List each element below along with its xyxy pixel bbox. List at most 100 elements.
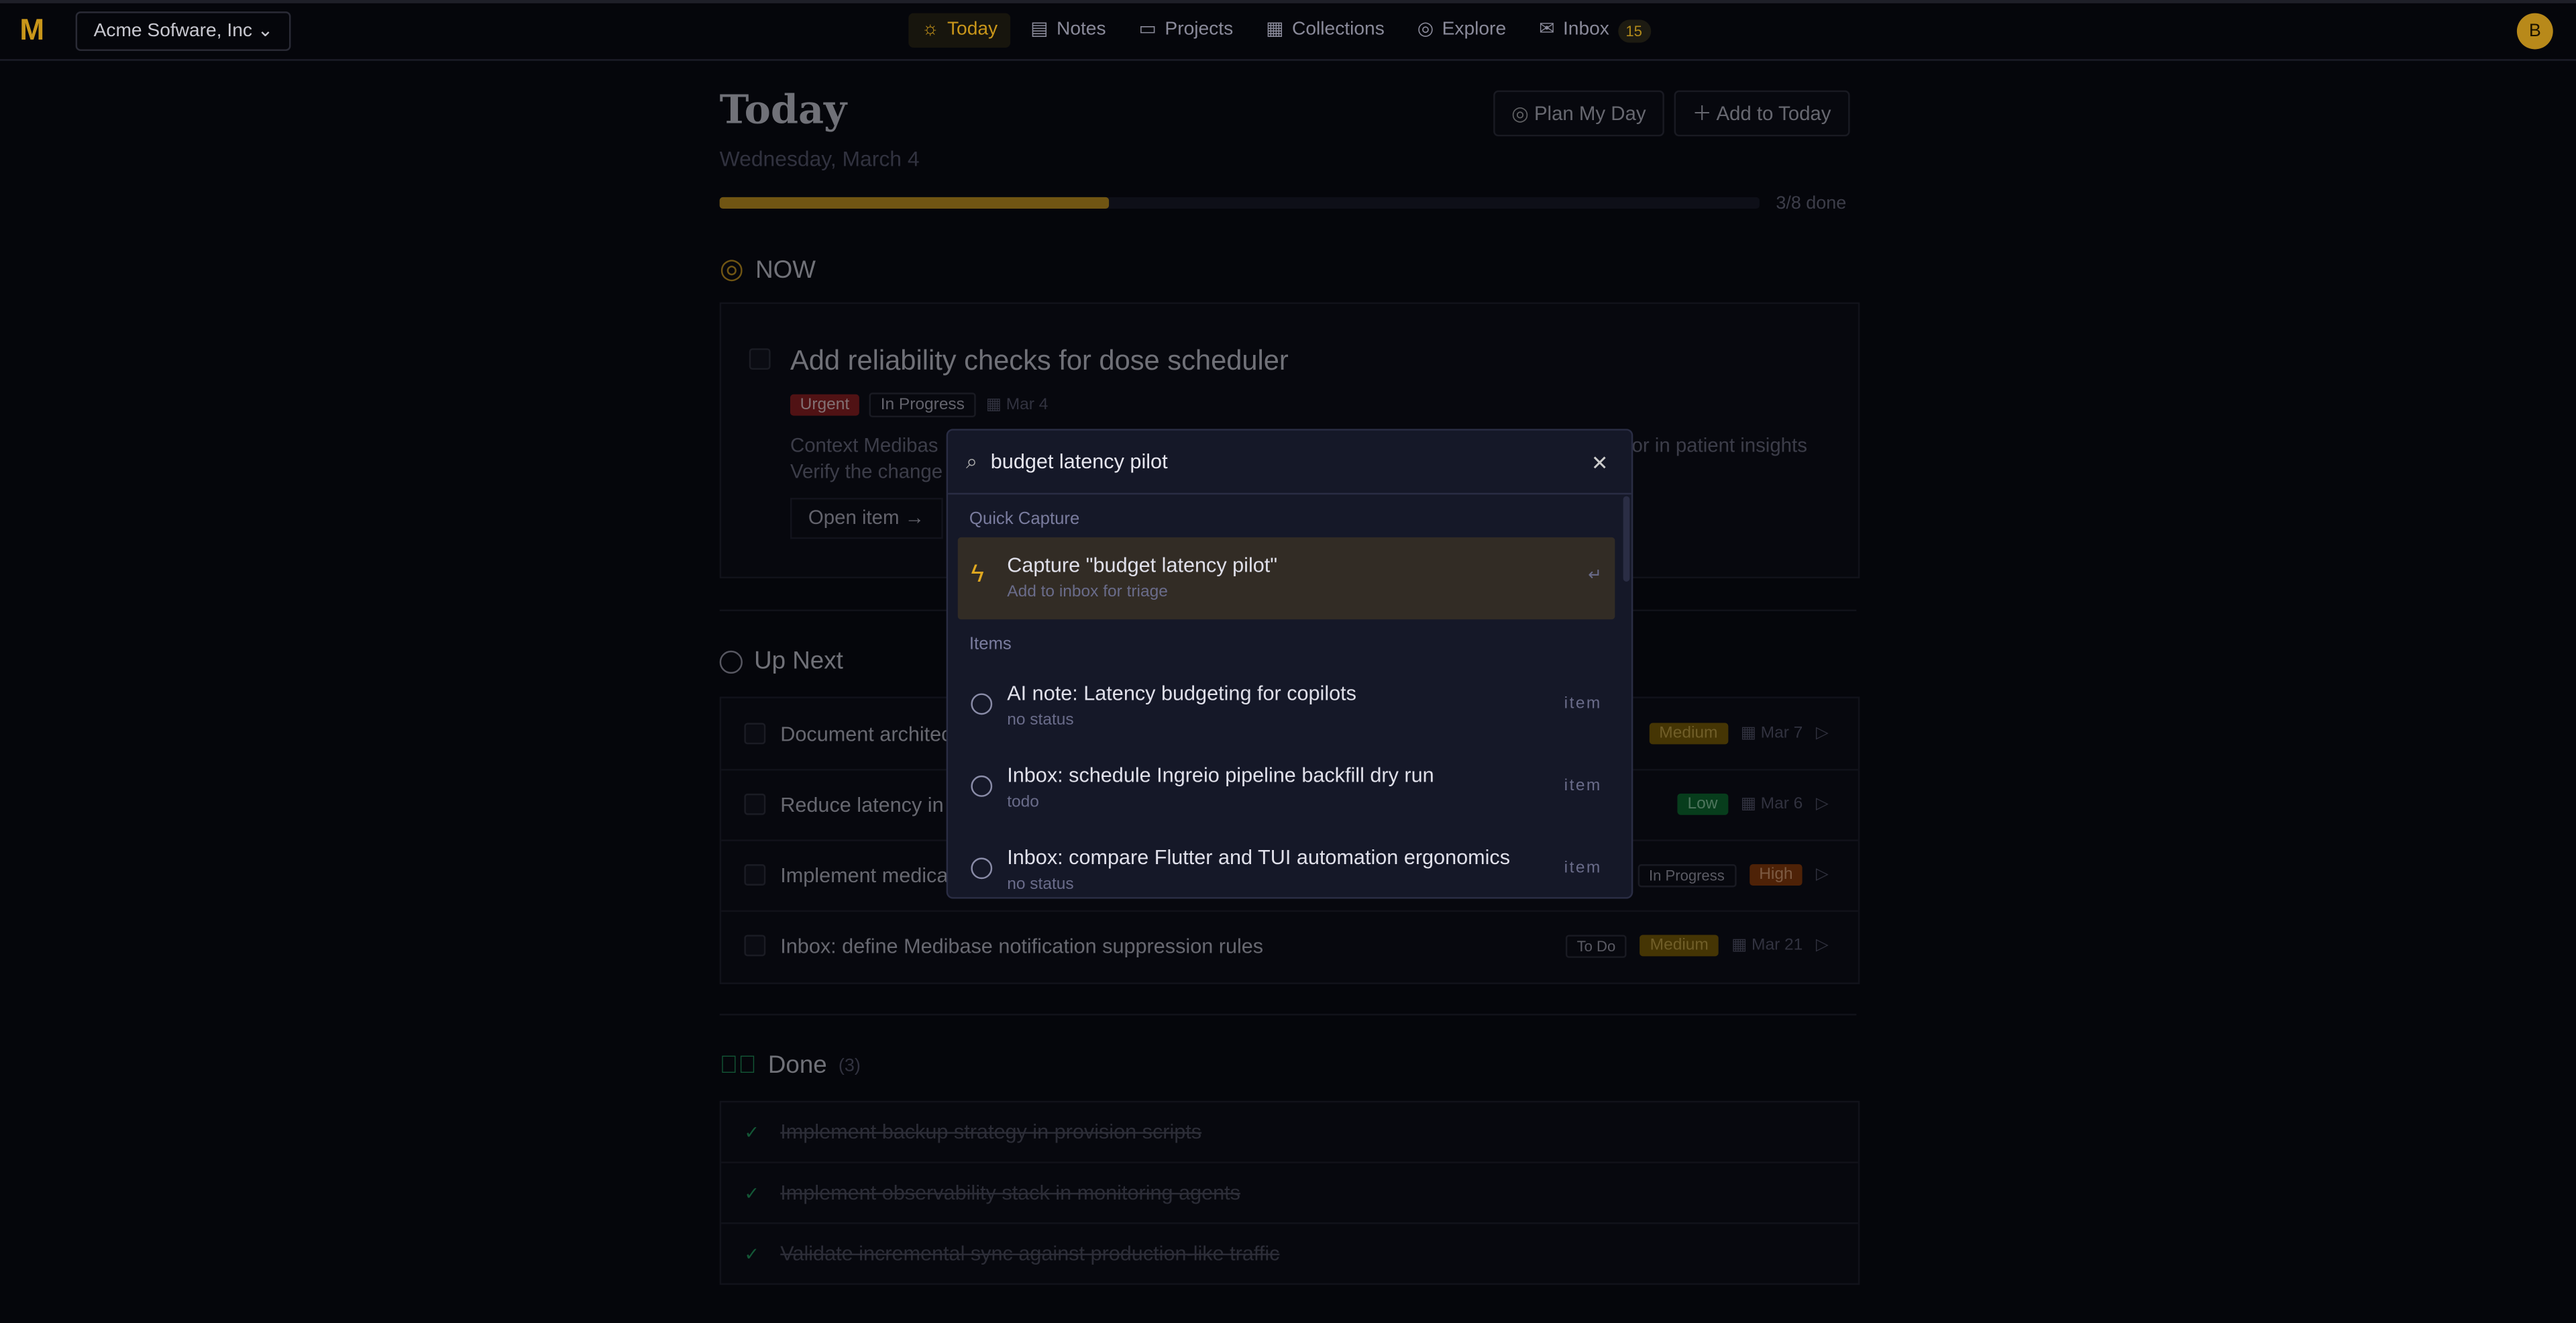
nav-notes[interactable]: ▤ Notes: [1018, 13, 1120, 48]
button-label: Plan My Day: [1534, 101, 1646, 125]
now-section-header: ◎ NOW: [720, 253, 816, 286]
due-text: Mar 7: [1760, 725, 1803, 743]
status-badge: In Progress: [1637, 863, 1736, 887]
nav-collections[interactable]: ▦ Collections: [1253, 13, 1398, 48]
nav-label: Projects: [1165, 19, 1234, 40]
due-text: Mar 4: [1006, 396, 1049, 415]
nav-today[interactable]: ☼ Today: [908, 13, 1011, 48]
lightning-icon: ϟ: [971, 560, 984, 588]
calendar-icon: ▦ Mar 21: [1731, 936, 1803, 955]
progress-bar: [719, 197, 1760, 209]
done-row[interactable]: ✓ Implement backup strategy in provision …: [721, 1102, 1858, 1163]
play-icon[interactable]: ▷: [1815, 865, 1829, 884]
nav-label: Today: [947, 19, 998, 40]
task-checkbox[interactable]: [744, 723, 766, 745]
task-title: Implement observability stack in monitor…: [780, 1181, 1240, 1205]
top-bar: M Acme Sofware, Inc ⌄ ☼ Today ▤ Notes ▭ Pro…: [0, 0, 2576, 61]
due-text: Mar 6: [1760, 795, 1803, 814]
result-item[interactable]: AI note: Latency budgeting for copilots n…: [958, 666, 1615, 747]
result-kind: item: [1564, 777, 1602, 796]
inbox-icon: ✉: [1539, 19, 1555, 40]
nav-label: Collections: [1292, 19, 1385, 40]
scrollbar[interactable]: [1623, 496, 1630, 582]
result-status: todo: [1007, 793, 1039, 812]
search-icon: ⌕: [966, 449, 978, 473]
due-date: ▦ Mar 4: [986, 396, 1049, 414]
nav-label: Notes: [1056, 19, 1106, 40]
task-title: Inbox: define Medibase notification supp…: [780, 934, 1264, 957]
circle-icon: [719, 649, 743, 673]
done-count: (3): [838, 1055, 861, 1075]
org-name: Acme Sofware, Inc: [93, 21, 252, 42]
add-to-today-button[interactable]: ＋ Add to Today: [1674, 90, 1849, 137]
app-logo[interactable]: M: [19, 13, 45, 46]
task-row[interactable]: Reduce latency in a Low ▦ Mar 6 ▷: [721, 769, 1858, 841]
chevron-down-icon: ⌄: [257, 21, 274, 42]
result-title: Inbox: schedule Ingreio pipeline backfil…: [1007, 763, 1434, 788]
folder-icon: ▭: [1138, 19, 1157, 40]
task-title: Reduce latency in a: [780, 792, 961, 816]
check-circle-icon: ✓⃝: [719, 1051, 757, 1079]
check-circle-icon[interactable]: ✓: [744, 1183, 759, 1204]
task-checkbox[interactable]: [744, 864, 766, 886]
progress-fill: [719, 197, 1110, 209]
status-badge: In Progress: [869, 392, 977, 418]
task-checkbox[interactable]: [744, 793, 766, 815]
capture-option[interactable]: ϟ Capture "budget latency pilot" Add to …: [957, 537, 1615, 620]
circle-icon: [971, 775, 993, 797]
task-checkbox[interactable]: [744, 935, 766, 957]
play-icon[interactable]: ▷: [1815, 725, 1829, 743]
result-item[interactable]: Inbox: compare Flutter and TUI automatio…: [958, 830, 1615, 897]
note-icon: ▤: [1030, 19, 1049, 40]
nav-explore[interactable]: ◎ Explore: [1404, 13, 1519, 48]
check-circle-icon[interactable]: ✓: [744, 1245, 759, 1265]
priority-badge: Medium: [1640, 935, 1719, 957]
sun-icon: ☼: [921, 19, 939, 40]
section-title: NOW: [755, 255, 816, 284]
search-input[interactable]: budget latency pilot: [990, 450, 1168, 474]
compass-icon: ◎: [1417, 19, 1434, 40]
plus-icon: ＋: [1692, 101, 1712, 125]
divider: [719, 1014, 1857, 1016]
section-title: Up Next: [754, 647, 843, 676]
task-row[interactable]: Implement medica In Progress High ▷: [721, 839, 1858, 912]
due-text: Mar 21: [1752, 936, 1803, 955]
task-row[interactable]: Inbox: define Medibase notification supp…: [721, 910, 1858, 981]
check-circle-icon[interactable]: ✓: [744, 1122, 759, 1143]
palette-search: ⌕ budget latency pilot ✕: [948, 431, 1631, 495]
main-nav: ☼ Today ▤ Notes ▭ Projects ▦ Collections ◎ Ex…: [908, 13, 1663, 48]
done-row[interactable]: ✓ Implement observability stack in monito…: [721, 1163, 1858, 1224]
up-next-section-header: Up Next: [719, 647, 843, 676]
open-item-button[interactable]: Open item →: [790, 498, 943, 539]
result-item[interactable]: Inbox: schedule Ingreio pipeline backfil…: [958, 747, 1615, 829]
task-title: Implement medica: [780, 863, 949, 887]
org-switcher[interactable]: Acme Sofware, Inc ⌄: [75, 11, 292, 51]
inbox-count-badge: 15: [1617, 19, 1651, 42]
nav-label: Explore: [1442, 19, 1507, 40]
priority-badge: Medium: [1649, 723, 1728, 745]
calendar-icon: ▦ Mar 6: [1740, 795, 1803, 814]
done-row[interactable]: ✓ Validate incremental sync against produ…: [721, 1224, 1858, 1283]
task-checkbox[interactable]: [749, 348, 771, 370]
nav-label: Inbox: [1562, 19, 1609, 40]
play-icon[interactable]: ▷: [1815, 795, 1829, 814]
result-title: AI note: Latency budgeting for copilots: [1007, 682, 1356, 705]
now-task-title[interactable]: Add reliability checks for dose schedule…: [790, 345, 1289, 376]
result-kind: item: [1564, 694, 1602, 713]
task-description-end: or in patient insights: [1631, 433, 1807, 457]
done-list: ✓ Implement backup strategy in provision …: [719, 1100, 1860, 1285]
section-title: Done: [767, 1051, 827, 1079]
button-label: Add to Today: [1716, 101, 1831, 125]
nav-projects[interactable]: ▭ Projects: [1126, 13, 1246, 48]
play-icon[interactable]: ▷: [1815, 936, 1829, 955]
group-label: Items: [969, 634, 1012, 654]
target-icon: ◎: [719, 253, 745, 284]
close-icon[interactable]: ✕: [1591, 451, 1609, 474]
nav-inbox[interactable]: ✉ Inbox 15: [1526, 13, 1664, 48]
plan-my-day-button[interactable]: ◎ Plan My Day: [1493, 90, 1664, 137]
result-title: Inbox: compare Flutter and TUI automatio…: [1007, 846, 1511, 869]
avatar[interactable]: B: [2516, 13, 2553, 50]
status-badge: To Do: [1565, 934, 1627, 957]
option-subtitle: Add to inbox for triage: [1007, 583, 1168, 602]
calendar-icon: ▦ Mar 7: [1740, 725, 1803, 743]
